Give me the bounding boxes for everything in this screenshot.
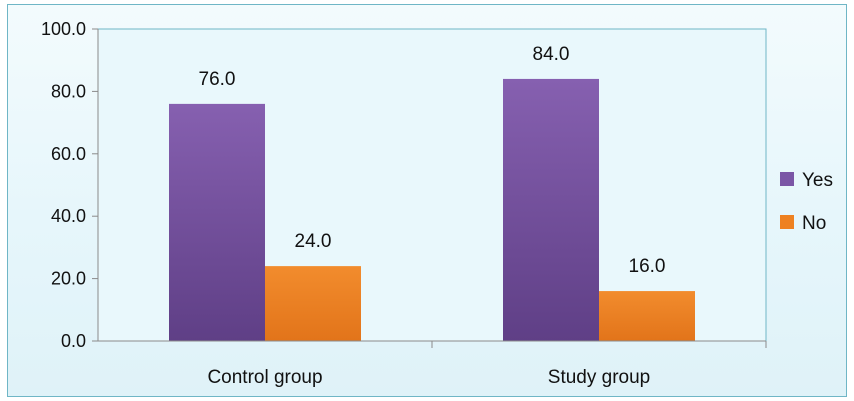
legend-swatch-yes [780,172,794,186]
legend: Yes No [780,170,833,234]
y-tick-label: 60.0 [51,144,86,164]
x-tick-label: Control group [207,367,322,388]
legend-label-yes: Yes [802,170,833,191]
data-label: 16.0 [629,256,666,277]
y-tick-label: 100.0 [41,19,86,39]
bar-yes-study-group [503,78,599,342]
data-label: 24.0 [295,231,332,252]
y-tick-label: 40.0 [51,206,86,226]
y-tick-label: 20.0 [51,269,86,289]
axes-layer [92,28,767,348]
y-tick-label: 80.0 [51,81,86,101]
legend-label-no: No [802,213,826,234]
bars-layer [169,78,695,342]
labels-layer: 76.0 24.0 Control group 84.0 16.0 Study group… [41,19,666,388]
bar-no-control-group [265,266,361,341]
legend-swatch-no [780,215,794,229]
data-label: 84.0 [533,44,570,65]
bar-no-study-group [599,291,695,341]
bar-yes-control-group [169,103,265,341]
y-tick-label: 0.0 [61,331,86,351]
x-tick-label: Study group [548,367,650,388]
data-label: 76.0 [199,69,236,90]
